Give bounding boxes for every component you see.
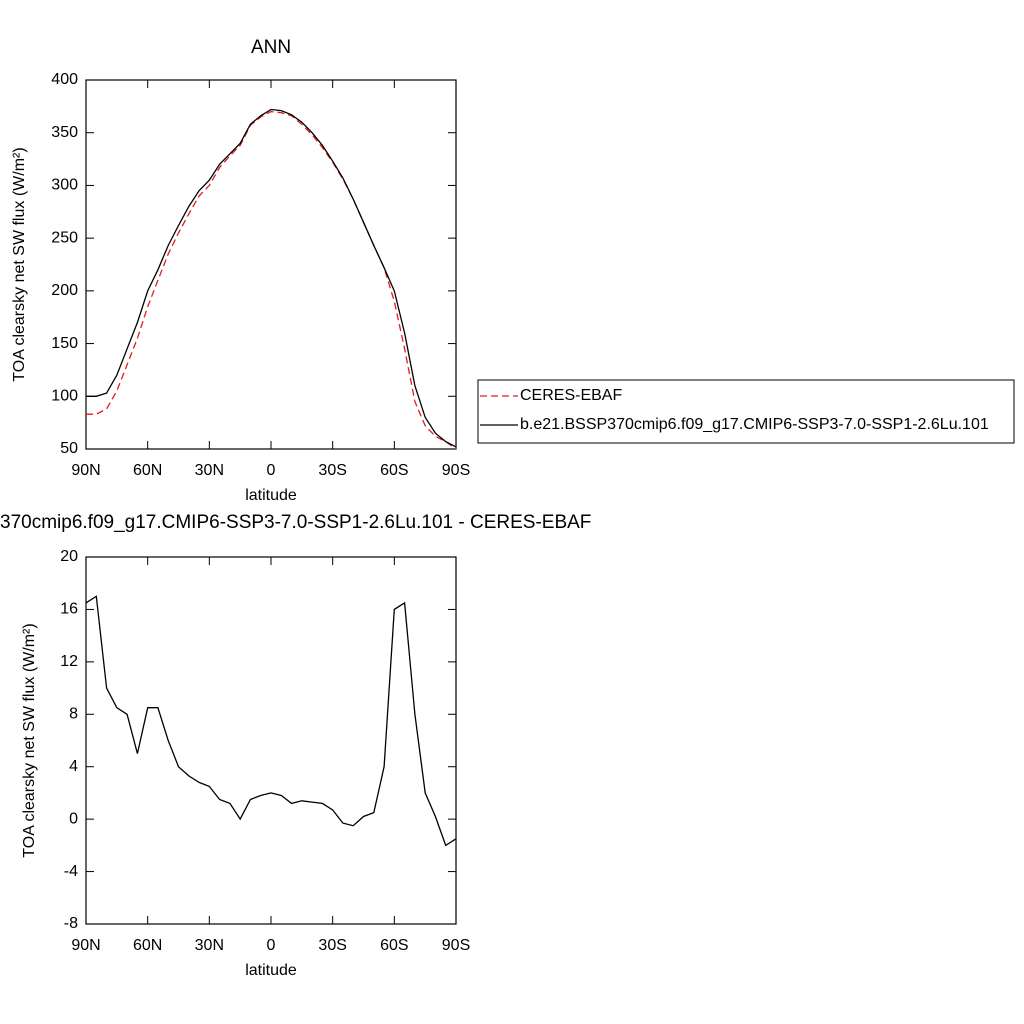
legend-label: b.e21.BSSP370cmip6.f09_g17.CMIP6-SSP3-7.… [520,416,989,433]
x-tick-label: 30N [195,937,224,954]
chart-title: 370cmip6.f09_g17.CMIP6-SSP3-7.0-SSP1-2.6… [0,512,591,533]
y-tick-label: 8 [69,706,78,723]
x-tick-label: 60N [133,462,162,479]
x-tick-label: 30N [195,462,224,479]
x-tick-label: 90N [71,462,100,479]
y-tick-label: 20 [60,548,78,565]
y-tick-label: 16 [60,601,78,618]
x-tick-label: 0 [267,937,276,954]
x-tick-label: 90S [442,937,470,954]
x-tick-label: 0 [267,462,276,479]
y-axis-label: TOA clearsky net SW flux (W/m²) [21,623,38,857]
y-axis-label: TOA clearsky net SW flux (W/m²) [11,147,28,381]
y-tick-label: 50 [60,440,78,457]
x-axis-label: latitude [245,487,297,504]
x-tick-label: 30S [318,462,346,479]
y-tick-label: 100 [51,388,78,405]
y-tick-label: 0 [69,810,78,827]
x-tick-label: 90S [442,462,470,479]
x-tick-label: 60S [380,937,408,954]
legend-label: CERES-EBAF [520,387,622,404]
x-tick-label: 90N [71,937,100,954]
legend-frame [477,379,1015,444]
y-tick-label: 12 [60,653,78,670]
x-tick-label: 60N [133,937,162,954]
x-axis-label: latitude [245,962,297,979]
data-line [86,110,457,450]
y-tick-label: 200 [51,282,78,299]
y-tick-label: -8 [64,915,78,932]
y-tick-label: -4 [64,863,78,880]
y-tick-label: 4 [69,758,78,775]
y-tick-label: 300 [51,177,78,194]
x-tick-label: 60S [380,462,408,479]
y-tick-label: 350 [51,124,78,141]
data-line [86,108,457,448]
y-tick-label: 400 [51,71,78,88]
data-line [85,595,457,847]
y-tick-label: 250 [51,229,78,246]
chart-title: ANN [251,37,291,58]
y-tick-label: 150 [51,335,78,352]
x-tick-label: 30S [318,937,346,954]
